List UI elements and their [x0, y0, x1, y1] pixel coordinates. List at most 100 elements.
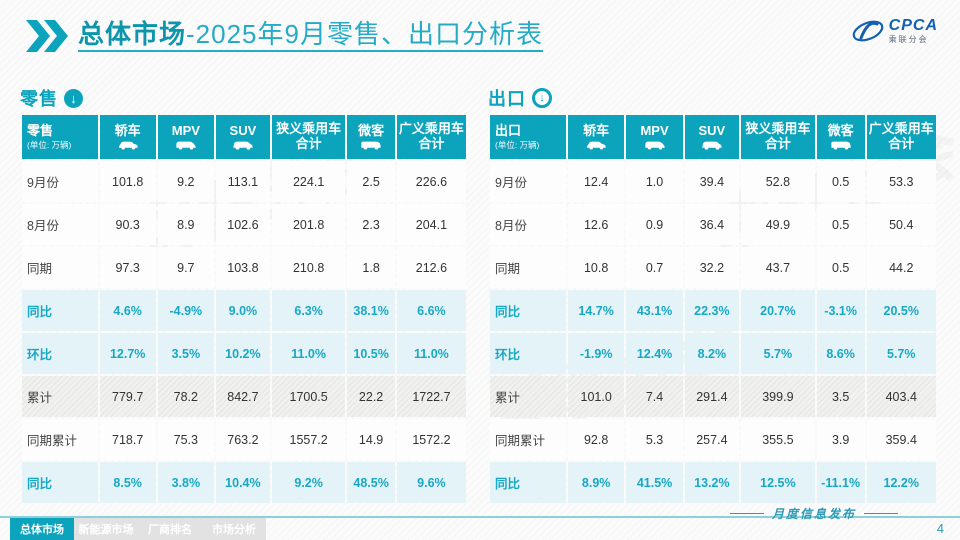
table-cell: 3.5% — [157, 333, 214, 374]
table-cell: 49.9 — [741, 204, 815, 245]
table-title-cell: 零售 (单位: 万辆) — [22, 115, 98, 159]
page-title-rest: -2025年9月零售、出口分析表 — [186, 19, 543, 49]
table-cell: 10.2% — [215, 333, 270, 374]
table-row: 累计 779.7 78.2 842.7 1700.5 22.2 1722.7 — [22, 376, 466, 417]
data-table: 出口 (单位: 万辆) 轿车 MPV SUV 狭义乘用车 合计 微客 广义乘用车 合计 9月份 1… — [488, 113, 938, 505]
double-chevron-icon — [26, 20, 68, 52]
section-title: 零售 — [20, 89, 58, 109]
table-cell: 1700.5 — [271, 376, 346, 417]
table-row: 9月份 101.8 9.2 113.1 224.1 2.5 226.6 — [22, 161, 466, 202]
table-row: 同期累计 718.7 75.3 763.2 1557.2 14.9 1572.2 — [22, 419, 466, 460]
table-cell: 257.4 — [684, 419, 739, 460]
table-cell: 20.7% — [741, 290, 815, 331]
table-cell: 718.7 — [99, 419, 156, 460]
table-cell: 4.6% — [99, 290, 156, 331]
table-cell: 101.0 — [567, 376, 625, 417]
table-cell: 2.3 — [347, 204, 395, 245]
table-cell: 10.5% — [347, 333, 395, 374]
table-row: 8月份 90.3 8.9 102.6 201.8 2.3 204.1 — [22, 204, 466, 245]
circle-down-arrow-icon: ↓ — [64, 88, 83, 108]
table-cell: 399.9 — [741, 376, 815, 417]
decorative-dash — [864, 513, 898, 514]
table-cell: 5.7% — [866, 333, 936, 374]
table-cell: 43.7 — [741, 247, 815, 288]
page-title: 总体市场-2025年9月零售、出口分析表 — [78, 21, 543, 52]
table-cell: 10.8 — [567, 247, 625, 288]
data-table: 零售 (单位: 万辆) 轿车 MPV SUV 狭义乘用车 合计 微客 广义乘用车 合计 9月份 1… — [20, 113, 468, 505]
table-cell: 75.3 — [157, 419, 214, 460]
table-cell: 36.4 — [684, 204, 739, 245]
tab-nev-market[interactable]: 新能源市场 — [74, 518, 138, 540]
table-cell: 9.2% — [271, 462, 346, 503]
table-cell: 97.3 — [99, 247, 156, 288]
table-cell: -11.1% — [816, 462, 865, 503]
cpca-logo: CPCA 乘联分会 — [851, 16, 938, 46]
table-cell: 12.5% — [741, 462, 815, 503]
publication-label: 月度信息发布 — [729, 505, 898, 522]
row-label: 8月份 — [22, 204, 98, 245]
column-header: 微客 — [816, 115, 865, 159]
table-cell: 41.5% — [626, 462, 683, 503]
table-cell: 1.8 — [347, 247, 395, 288]
column-header: 广义乘用车 合计 — [866, 115, 936, 159]
table-cell: 43.1% — [626, 290, 683, 331]
column-header: 狭义乘用车 合计 — [741, 115, 815, 159]
table-cell: 9.6% — [396, 462, 466, 503]
cpca-logo-text: CPCA — [888, 17, 938, 34]
table-cell: 52.8 — [741, 161, 815, 202]
tab-oem-ranking[interactable]: 厂商排名 — [138, 518, 202, 540]
table-title-cell: 出口 (单位: 万辆) — [490, 115, 566, 159]
table-cell: 14.9 — [347, 419, 395, 460]
microvan-icon — [830, 140, 852, 150]
table-row: 同期累计 92.8 5.3 257.4 355.5 3.9 359.4 — [490, 419, 936, 460]
table-row: 同比 8.5% 3.8% 10.4% 9.2% 48.5% 9.6% — [22, 462, 466, 503]
table-cell: 32.2 — [684, 247, 739, 288]
suv-icon — [232, 140, 254, 150]
table-cell: 12.6 — [567, 204, 625, 245]
table-cell: 0.7 — [626, 247, 683, 288]
table-cell: 5.3 — [626, 419, 683, 460]
microvan-icon — [360, 140, 382, 150]
table-cell: 8.5% — [99, 462, 156, 503]
table-cell: 0.5 — [816, 204, 865, 245]
mpv-icon — [175, 140, 197, 150]
row-label: 8月份 — [490, 204, 566, 245]
table-cell: 763.2 — [215, 419, 270, 460]
tab-market-analysis[interactable]: 市场分析 — [202, 518, 266, 540]
table-cell: 291.4 — [684, 376, 739, 417]
column-header: 狭义乘用车 合计 — [271, 115, 346, 159]
table-cell: 359.4 — [866, 419, 936, 460]
table-cell: 8.9% — [567, 462, 625, 503]
tab-overall-market[interactable]: 总体市场 — [10, 518, 74, 540]
section-title: 出口 — [488, 89, 526, 109]
table-cell: 8.6% — [816, 333, 865, 374]
table-row: 8月份 12.6 0.9 36.4 49.9 0.5 50.4 — [490, 204, 936, 245]
table-cell: 39.4 — [684, 161, 739, 202]
table-cell: 226.6 — [396, 161, 466, 202]
table-cell: 38.1% — [347, 290, 395, 331]
row-label: 9月份 — [22, 161, 98, 202]
column-header: 轿车 — [567, 115, 625, 159]
row-label: 9月份 — [490, 161, 566, 202]
table-cell: 8.9 — [157, 204, 214, 245]
row-label: 同比 — [490, 462, 566, 503]
cpca-swirl-icon — [852, 20, 883, 42]
table-cell: 11.0% — [396, 333, 466, 374]
row-label: 同比 — [22, 462, 98, 503]
table-cell: 11.0% — [271, 333, 346, 374]
circle-down-arrow-icon: ↓ — [532, 88, 552, 108]
table-row: 累计 101.0 7.4 291.4 399.9 3.5 403.4 — [490, 376, 936, 417]
table-cell: 6.6% — [396, 290, 466, 331]
table-cell: 212.6 — [396, 247, 466, 288]
sedan-icon — [585, 140, 607, 150]
table-cell: 78.2 — [157, 376, 214, 417]
table-cell: 14.7% — [567, 290, 625, 331]
table-cell: 103.8 — [215, 247, 270, 288]
table-cell: 44.2 — [866, 247, 936, 288]
section-header: 出口 ↓ — [488, 86, 938, 110]
row-label: 环比 — [22, 333, 98, 374]
table-cell: -4.9% — [157, 290, 214, 331]
table-cell: 7.4 — [626, 376, 683, 417]
table-cell: 0.5 — [816, 247, 865, 288]
table-cell: 12.7% — [99, 333, 156, 374]
